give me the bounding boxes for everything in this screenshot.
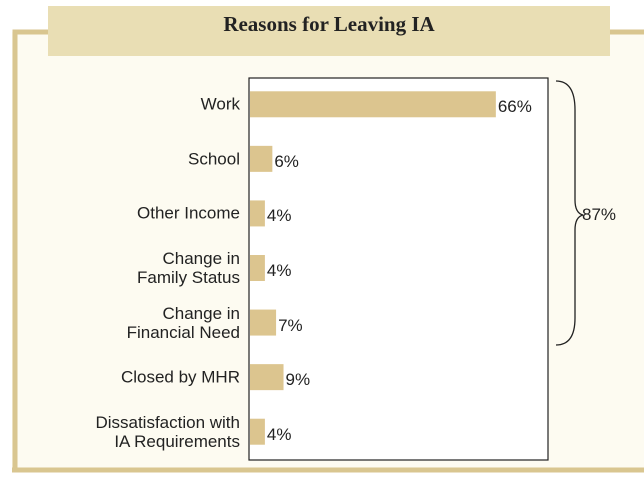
bar	[250, 145, 273, 172]
bar	[250, 255, 265, 281]
bracket	[555, 80, 584, 346]
value-label: 9%	[285, 370, 311, 390]
bar	[250, 200, 265, 227]
y-tick-label: Dissatisfaction with IA Requirements	[95, 412, 240, 451]
title-band	[48, 6, 610, 56]
y-tick-label: Change in Financial Need	[126, 303, 240, 342]
bar	[250, 91, 496, 118]
bar	[250, 364, 284, 391]
frame	[12, 29, 644, 473]
y-tick-label: School	[188, 149, 240, 169]
value-label: 66%	[497, 97, 532, 117]
value-label: 4%	[266, 261, 292, 280]
value-label: 7%	[278, 315, 303, 335]
value-label: 4%	[266, 206, 292, 226]
y-tick-label: Other Income	[137, 203, 240, 223]
y-tick-label: Change in Family Status	[137, 249, 240, 287]
bar	[250, 309, 277, 336]
y-tick-label: Work	[200, 94, 240, 114]
annotation: 87%	[582, 205, 617, 224]
plot-box	[248, 77, 549, 461]
y-tick-label: Closed by MHR	[120, 367, 240, 387]
bar	[250, 418, 265, 445]
chart-title: Reasons for Leaving IA	[223, 12, 435, 36]
value-label: 4%	[266, 424, 292, 444]
value-label: 6%	[274, 151, 299, 171]
